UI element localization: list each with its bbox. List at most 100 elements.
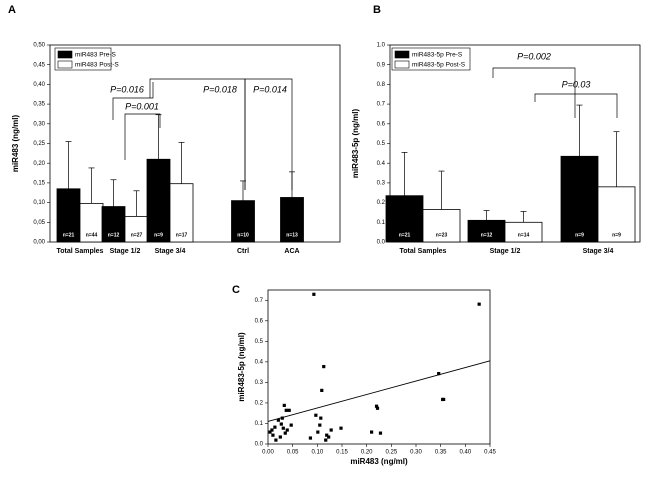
n-label: n=9: [575, 232, 584, 238]
legend-label: miR483-5p Pre-S: [412, 52, 463, 59]
point: [327, 435, 331, 439]
x-tick-label: 0.20: [361, 450, 373, 456]
x-tick-label: Ctrl: [237, 248, 249, 255]
legend-swatch: [57, 50, 73, 59]
n-label: n=12: [108, 232, 120, 238]
x-tick-label: ACA: [284, 248, 299, 255]
legend-swatch: [394, 50, 410, 59]
y-tick-label: 1.0: [377, 43, 386, 49]
y-tick-label: 0.7: [255, 298, 264, 304]
n-label: n=44: [86, 232, 98, 238]
n-label: n=14: [518, 232, 530, 238]
y-tick-label: 0.6: [377, 121, 386, 127]
bar: [467, 219, 506, 243]
point: [322, 364, 326, 369]
legend-label: miR483 Post-S: [75, 62, 119, 69]
y-tick-label: 0,25: [33, 141, 45, 147]
y-tick-label: 0.8: [377, 82, 386, 88]
x-tick-label: Stage 1/2: [490, 248, 521, 255]
point: [312, 292, 316, 296]
significance-bracket: [244, 78, 293, 190]
x-tick-label: Total Samples: [400, 248, 447, 255]
y-tick-label: 0.7: [377, 102, 386, 108]
point: [273, 425, 277, 429]
point: [287, 408, 291, 412]
point: [324, 438, 328, 442]
point: [279, 422, 283, 426]
y-tick-label: 0,20: [33, 161, 45, 167]
p-value: P=0.03: [562, 79, 591, 89]
n-label: n=21: [399, 232, 411, 238]
point: [285, 428, 289, 432]
y-tick-label: 0.3: [377, 180, 386, 186]
p-value: P=0.014: [253, 84, 287, 94]
point: [308, 436, 313, 440]
bar: [146, 158, 171, 243]
legend-label: miR483 Pre-S: [75, 52, 116, 59]
x-tick-label: 0.30: [410, 450, 422, 456]
p-value: P=0.018: [203, 84, 237, 94]
y-tick-label: 0,10: [33, 200, 45, 206]
y-axis-label: miR483-5p (ng/ml): [237, 332, 246, 402]
n-label: n=12: [481, 232, 493, 238]
plot-frame: [267, 289, 491, 445]
x-tick-label: Stage 3/4: [583, 248, 614, 255]
y-tick-label: 0.2: [377, 200, 386, 206]
y-axis-label: miR483-5p (ng/ml): [351, 108, 360, 178]
significance-bracket: [492, 67, 576, 118]
point: [319, 416, 323, 420]
n-label: n=17: [176, 232, 188, 238]
point: [268, 430, 272, 434]
y-tick-label: 0.3: [255, 380, 264, 386]
x-axis-label: miR483 (ng/ml): [350, 457, 408, 466]
legend-swatch: [394, 60, 410, 69]
x-tick-label: 0.05: [287, 450, 299, 456]
x-tick-label: 0.40: [459, 450, 471, 456]
y-tick-label: 0.1: [255, 421, 264, 427]
legend-swatch: [57, 60, 73, 69]
y-tick-label: 0.1: [377, 220, 386, 226]
y-tick-label: 0.9: [377, 62, 386, 68]
point: [320, 388, 324, 393]
point: [280, 416, 284, 420]
point: [437, 371, 441, 376]
x-tick-label: 0.00: [262, 450, 274, 456]
y-tick-label: 0,30: [33, 121, 45, 127]
p-value: P=0.002: [517, 51, 551, 61]
y-axis-label: miR483 (ng/ml): [11, 114, 20, 172]
n-label: n=27: [131, 232, 143, 238]
significance-bracket: [534, 93, 618, 118]
panel-label: B: [373, 4, 381, 16]
legend-label: miR483-5p Post-S: [412, 62, 466, 69]
n-label: n=23: [436, 232, 448, 238]
y-tick-label: 0.5: [377, 141, 386, 147]
x-tick-label: 0.15: [336, 450, 348, 456]
y-tick-label: 0.0: [255, 442, 264, 448]
fit-line: [267, 360, 491, 422]
y-tick-label: 0,00: [33, 240, 45, 246]
point: [276, 418, 280, 422]
point: [282, 403, 286, 407]
point: [271, 433, 275, 437]
point: [281, 426, 285, 430]
n-label: n=9: [612, 232, 621, 238]
point: [370, 430, 374, 434]
n-label: n=9: [154, 232, 163, 238]
x-tick-label: 0.10: [311, 450, 323, 456]
significance-bracket: [112, 82, 154, 120]
n-label: n=21: [63, 232, 75, 238]
point: [278, 435, 282, 439]
y-tick-label: 0,50: [33, 43, 45, 49]
x-tick-label: 0.25: [385, 450, 397, 456]
y-tick-label: 0.5: [255, 339, 264, 345]
y-tick-label: 0.4: [377, 161, 386, 167]
point: [274, 438, 278, 442]
x-tick-label: Stage 3/4: [155, 248, 186, 255]
legend-box: [391, 47, 471, 71]
point: [314, 413, 318, 417]
point: [325, 433, 329, 437]
point: [318, 423, 322, 427]
n-label: n=13: [286, 232, 298, 238]
y-tick-label: 0.4: [255, 359, 264, 365]
